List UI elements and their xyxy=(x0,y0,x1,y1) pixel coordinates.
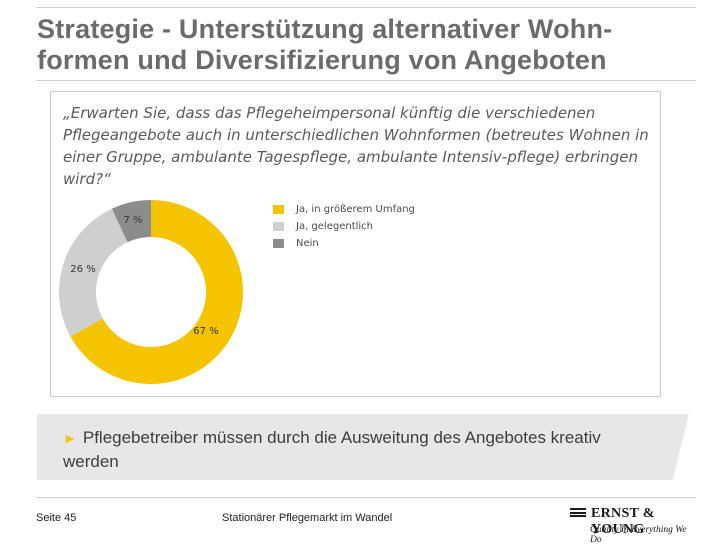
legend-item-nein: Nein xyxy=(273,235,415,252)
legend-swatch xyxy=(273,205,284,214)
legend-label: Ja, in größerem Umfang xyxy=(296,204,415,215)
legend-label: Nein xyxy=(296,238,319,249)
donut-slice-ja-groesserem-umfang xyxy=(70,200,243,384)
donut-slice-ja-gelegentlich xyxy=(58,208,128,337)
top-rule xyxy=(36,7,696,8)
legend-label: Ja, gelegentlich xyxy=(296,221,374,232)
logo-mark-icon xyxy=(570,508,586,521)
arrow-icon: ► xyxy=(63,430,77,446)
chart-frame: „Erwarten Sie, dass das Pflegeheimperson… xyxy=(50,91,661,397)
title-rule xyxy=(36,80,696,81)
legend-item-ja-gelegentlich: Ja, gelegentlich xyxy=(273,218,415,235)
legend-swatch xyxy=(273,239,284,248)
slice-label-nein: 7 % xyxy=(123,215,142,226)
survey-question: „Erwarten Sie, dass das Pflegeheimperson… xyxy=(63,104,649,188)
logo-tagline: Quality In Everything We Do xyxy=(590,525,687,545)
callout-box: ► Pflegebetreiber müssen durch die Auswei… xyxy=(37,414,689,480)
company-logo: ERNST & YOUNG Quality In Everything We D… xyxy=(560,504,700,545)
legend-item-ja-groesserem-umfang: Ja, in größerem Umfang xyxy=(273,201,415,218)
footer-rule xyxy=(36,497,696,498)
donut-slice-nein xyxy=(111,200,151,243)
legend-swatch xyxy=(273,222,284,231)
callout-label: Pflegebetreiber müssen durch die Ausweit… xyxy=(63,428,601,471)
callout-text: ► Pflegebetreiber müssen durch die Auswei… xyxy=(63,426,653,473)
slice-label-ja-gelegentlich: 26 % xyxy=(70,264,95,275)
slide-title: Strategie - Unterstützung alternativer W… xyxy=(37,14,613,75)
donut-chart: 67 % 26 % 7 % xyxy=(58,200,243,384)
page-number: Seite 45 xyxy=(36,512,77,524)
chart-legend: Ja, in größerem Umfang Ja, gelegentlich Ne… xyxy=(273,201,415,252)
slice-label-ja-groesserem-umfang: 67 % xyxy=(193,326,218,337)
document-title: Stationärer Pflegemarkt im Wandel xyxy=(222,512,393,524)
logo-name: ERNST & YOUNG xyxy=(591,506,655,537)
